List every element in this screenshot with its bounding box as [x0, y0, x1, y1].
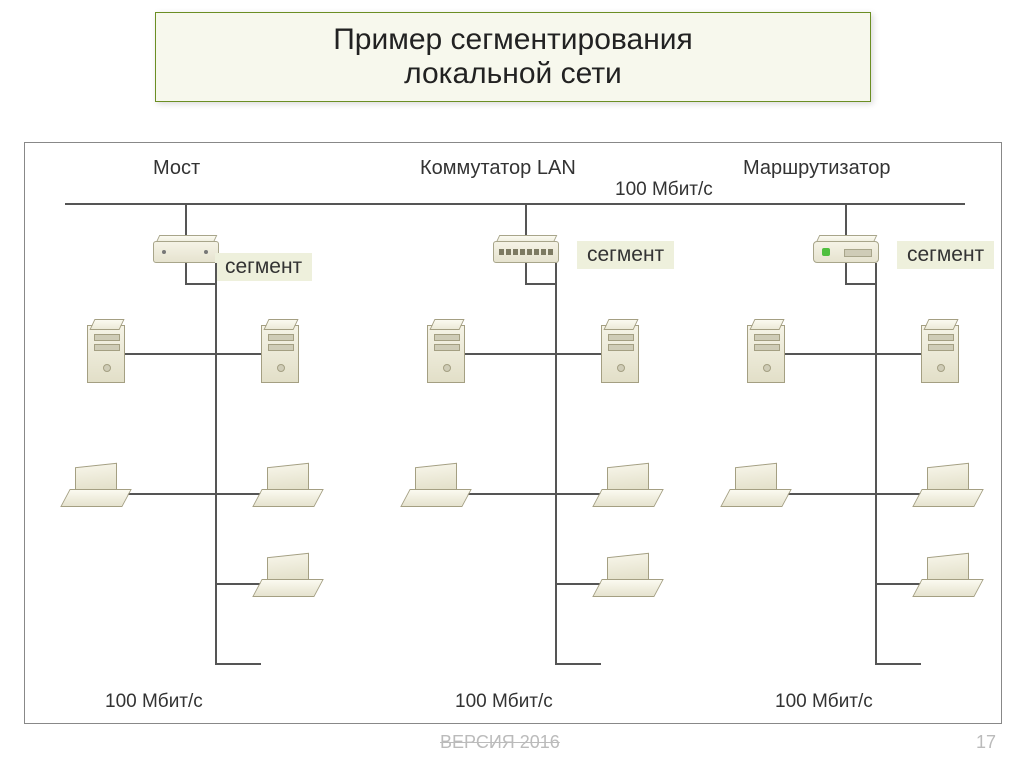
- c2-r4-right: [555, 663, 601, 665]
- router-icon: [813, 241, 879, 263]
- c3-speed: 100 Мбит/с: [775, 691, 873, 713]
- c3-r3-right: [875, 583, 921, 585]
- c1-segment-label: сегмент: [215, 253, 312, 281]
- c2-laptop-r2: [597, 465, 659, 509]
- c2-laptop-r3: [597, 555, 659, 599]
- c3-laptop-r3: [917, 555, 979, 599]
- c1-r1-left: [121, 353, 215, 355]
- c1-r3-right: [215, 583, 261, 585]
- title-line1: Пример сегментирования: [333, 23, 693, 58]
- version-label: ВЕРСИЯ 2016: [440, 732, 560, 753]
- c1-tower-right: [261, 325, 299, 383]
- c2-speed: 100 Мбит/с: [455, 691, 553, 713]
- c2-stub-h: [525, 283, 555, 285]
- c3-tower-right: [921, 325, 959, 383]
- c1-laptop-r2: [257, 465, 319, 509]
- c1-r2-left: [121, 493, 215, 495]
- title-line2: локальной сети: [404, 57, 622, 92]
- c1-tower-left: [87, 325, 125, 383]
- c3-tower-left: [747, 325, 785, 383]
- c3-r4-right: [875, 663, 921, 665]
- backbone-line: [65, 203, 965, 205]
- c1-stub-h: [185, 283, 215, 285]
- c3-bus: [875, 263, 877, 663]
- c3-r1-right: [875, 353, 921, 355]
- c2-tower-left: [427, 325, 465, 383]
- c3-r2-right: [875, 493, 921, 495]
- c1-r4-right: [215, 663, 261, 665]
- c3-stub-h: [845, 283, 875, 285]
- c2-r3-right: [555, 583, 601, 585]
- diagram-frame: Мост Коммутатор LAN Маршрутизатор 100 Мб…: [24, 142, 1002, 724]
- switch-icon: [493, 241, 559, 263]
- c1-speed: 100 Мбит/с: [105, 691, 203, 713]
- c2-r2-left: [461, 493, 555, 495]
- speed-top: 100 Мбит/с: [615, 179, 713, 201]
- c2-r2-right: [555, 493, 601, 495]
- c2-tower-right: [601, 325, 639, 383]
- c3-stub: [845, 263, 847, 283]
- c3-r1-left: [781, 353, 875, 355]
- c1-laptop-r3: [257, 555, 319, 599]
- c2-r1-left: [461, 353, 555, 355]
- c1-r2-right: [215, 493, 261, 495]
- c2-stub: [525, 263, 527, 283]
- c3-segment-label: сегмент: [897, 241, 994, 269]
- label-bridge: Мост: [153, 157, 200, 180]
- label-router: Маршрутизатор: [743, 157, 890, 180]
- bridge-icon: [153, 241, 219, 263]
- c3-laptop-l2: [725, 465, 787, 509]
- c1-stub: [185, 263, 187, 283]
- c2-laptop-l2: [405, 465, 467, 509]
- page-number: 17: [976, 732, 996, 753]
- c1-laptop-l2: [65, 465, 127, 509]
- title-box: Пример сегментирования локальной сети: [155, 12, 871, 102]
- label-switch: Коммутатор LAN: [420, 157, 576, 180]
- c2-r1-right: [555, 353, 601, 355]
- c3-r2-left: [781, 493, 875, 495]
- c2-segment-label: сегмент: [577, 241, 674, 269]
- c1-bus: [215, 263, 217, 663]
- c2-bus: [555, 263, 557, 663]
- c3-laptop-r2: [917, 465, 979, 509]
- c1-r1-right: [215, 353, 261, 355]
